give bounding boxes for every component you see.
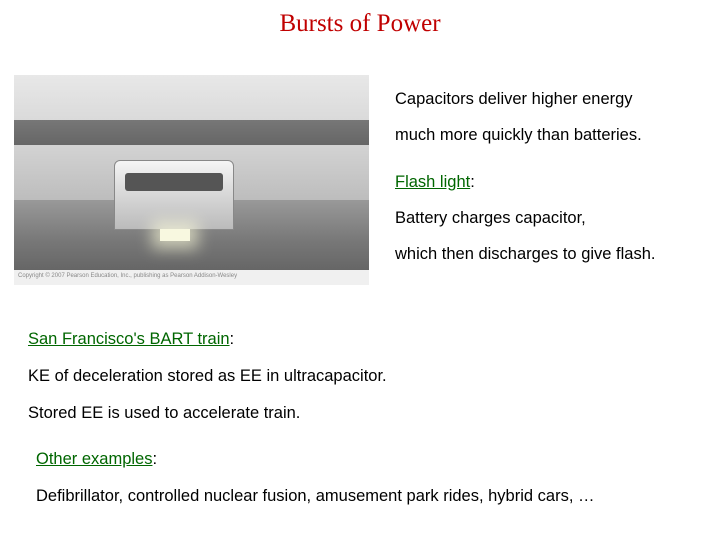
colon: : xyxy=(230,330,235,348)
colon: : xyxy=(470,173,475,191)
bart-label-line: San Francisco's BART train: xyxy=(28,328,698,351)
colon: : xyxy=(152,450,157,468)
train-shape xyxy=(114,160,234,230)
other-line-1: Defibrillator, controlled nuclear fusion… xyxy=(36,485,706,508)
flash-light-label: Flash light xyxy=(395,173,470,191)
right-line-4: which then discharges to give flash. xyxy=(395,243,710,265)
right-line-3: Battery charges capacitor, xyxy=(395,207,710,229)
right-line-2: much more quickly than batteries. xyxy=(395,124,710,146)
photo-placeholder xyxy=(14,75,369,270)
train-image: Copyright © 2007 Pearson Education, Inc.… xyxy=(14,75,369,285)
image-copyright: Copyright © 2007 Pearson Education, Inc.… xyxy=(14,270,369,285)
bart-line-2: Stored EE is used to accelerate train. xyxy=(28,402,698,425)
other-examples-block: Other examples: Defibrillator, controlle… xyxy=(36,448,706,522)
other-label: Other examples xyxy=(36,450,152,468)
overhead-structure xyxy=(14,120,369,145)
right-line-1: Capacitors deliver higher energy xyxy=(395,88,710,110)
right-text-block: Capacitors deliver higher energy much mo… xyxy=(395,88,710,279)
bart-line-1: KE of deceleration stored as EE in ultra… xyxy=(28,365,698,388)
title-text: Bursts of Power xyxy=(279,10,440,37)
bart-block: San Francisco's BART train: KE of decele… xyxy=(28,328,698,439)
bart-label: San Francisco's BART train xyxy=(28,330,230,348)
slide-title: Bursts of Power xyxy=(0,0,720,48)
flash-light-line: Flash light: xyxy=(395,171,710,193)
other-label-line: Other examples: xyxy=(36,448,706,471)
